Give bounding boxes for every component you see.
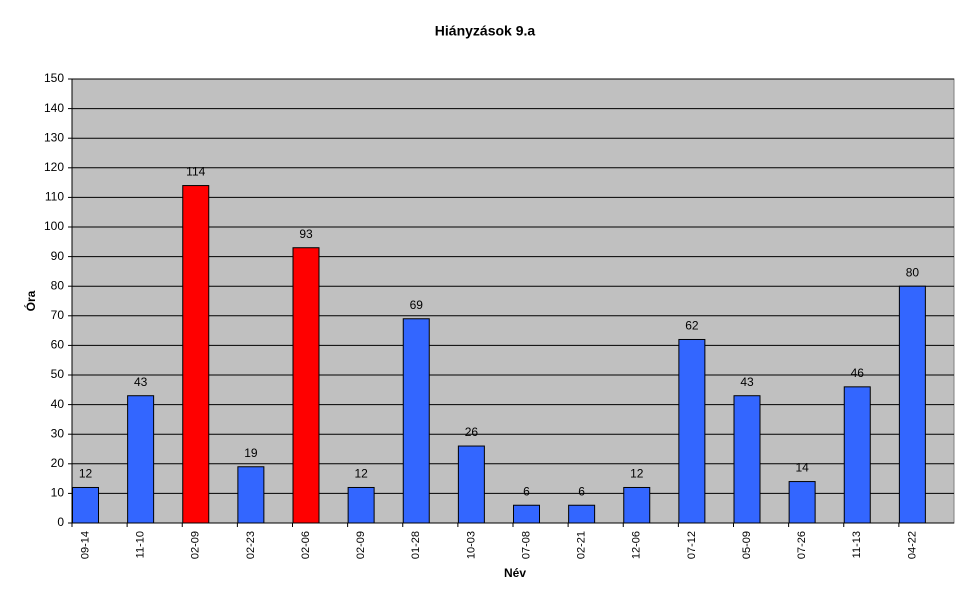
x-tick-label: 02-09 — [355, 531, 367, 559]
bar — [733, 395, 761, 524]
y-tick-label: 60 — [51, 338, 65, 352]
x-tick-label: 09-14 — [79, 531, 91, 559]
y-tick-label: 30 — [51, 426, 65, 440]
data-label: 12 — [79, 467, 93, 481]
bar — [127, 395, 155, 524]
y-axis-label: Óra — [23, 290, 38, 311]
data-label: 69 — [410, 298, 424, 312]
y-tick-label: 120 — [44, 160, 64, 174]
data-label: 43 — [134, 375, 148, 389]
data-label: 80 — [906, 265, 920, 279]
x-tick-label: 02-21 — [576, 531, 588, 559]
x-tick-label: 11-13 — [851, 531, 863, 558]
data-label: 114 — [186, 165, 205, 179]
data-label: 46 — [851, 366, 865, 380]
y-tick-label: 100 — [44, 219, 64, 233]
y-tick-label: 110 — [45, 190, 64, 204]
x-tick-label: 05-09 — [741, 531, 753, 559]
bar — [402, 318, 430, 524]
data-label: 93 — [299, 227, 313, 241]
y-tick-label: 80 — [51, 278, 65, 292]
bar — [788, 481, 816, 524]
chart-title: Hiányzások 9.a — [435, 23, 536, 39]
y-tick-label: 10 — [51, 486, 65, 500]
x-tick-label: 02-23 — [245, 531, 257, 559]
x-tick-label: 02-06 — [300, 531, 312, 559]
data-label: 14 — [795, 461, 809, 475]
data-label: 6 — [523, 484, 530, 498]
x-tick-label: 07-08 — [520, 531, 532, 559]
bar — [457, 445, 485, 524]
y-tick-label: 150 — [44, 71, 64, 85]
x-tick-label: 07-12 — [686, 531, 698, 559]
data-label: 12 — [630, 467, 644, 481]
data-label: 19 — [244, 446, 258, 460]
bar — [347, 486, 375, 524]
bar — [623, 486, 651, 524]
bar — [898, 285, 926, 524]
bar — [568, 504, 596, 524]
x-tick-label: 02-09 — [190, 531, 202, 559]
data-label: 26 — [465, 425, 479, 439]
x-tick-label: 10-03 — [465, 531, 477, 559]
x-axis-label: Név — [504, 566, 526, 580]
y-tick-label: 70 — [51, 308, 65, 322]
y-tick-label: 140 — [44, 101, 64, 115]
data-label: 43 — [740, 375, 754, 389]
bar — [237, 466, 265, 524]
bar — [513, 504, 540, 524]
data-label: 6 — [578, 484, 585, 498]
y-tick-label: 50 — [51, 367, 65, 381]
plot-area — [71, 78, 955, 524]
bar — [843, 386, 871, 524]
bar — [72, 486, 99, 524]
bar — [182, 185, 210, 524]
bar — [292, 247, 320, 524]
y-tick-label: 0 — [57, 515, 64, 529]
data-label: 12 — [354, 467, 368, 481]
x-tick-label: 11-10 — [135, 531, 147, 558]
y-tick-label: 40 — [51, 397, 65, 411]
x-tick-label: 01-28 — [410, 531, 422, 559]
y-tick-label: 130 — [44, 130, 64, 144]
x-tick-label: 12-06 — [631, 531, 643, 559]
y-tick-label: 20 — [51, 456, 65, 470]
x-tick-label: 07-26 — [796, 531, 808, 559]
data-label: 62 — [685, 319, 699, 333]
x-tick-label: 04-22 — [906, 531, 918, 559]
y-tick-label: 90 — [51, 249, 65, 263]
bar — [678, 338, 706, 524]
